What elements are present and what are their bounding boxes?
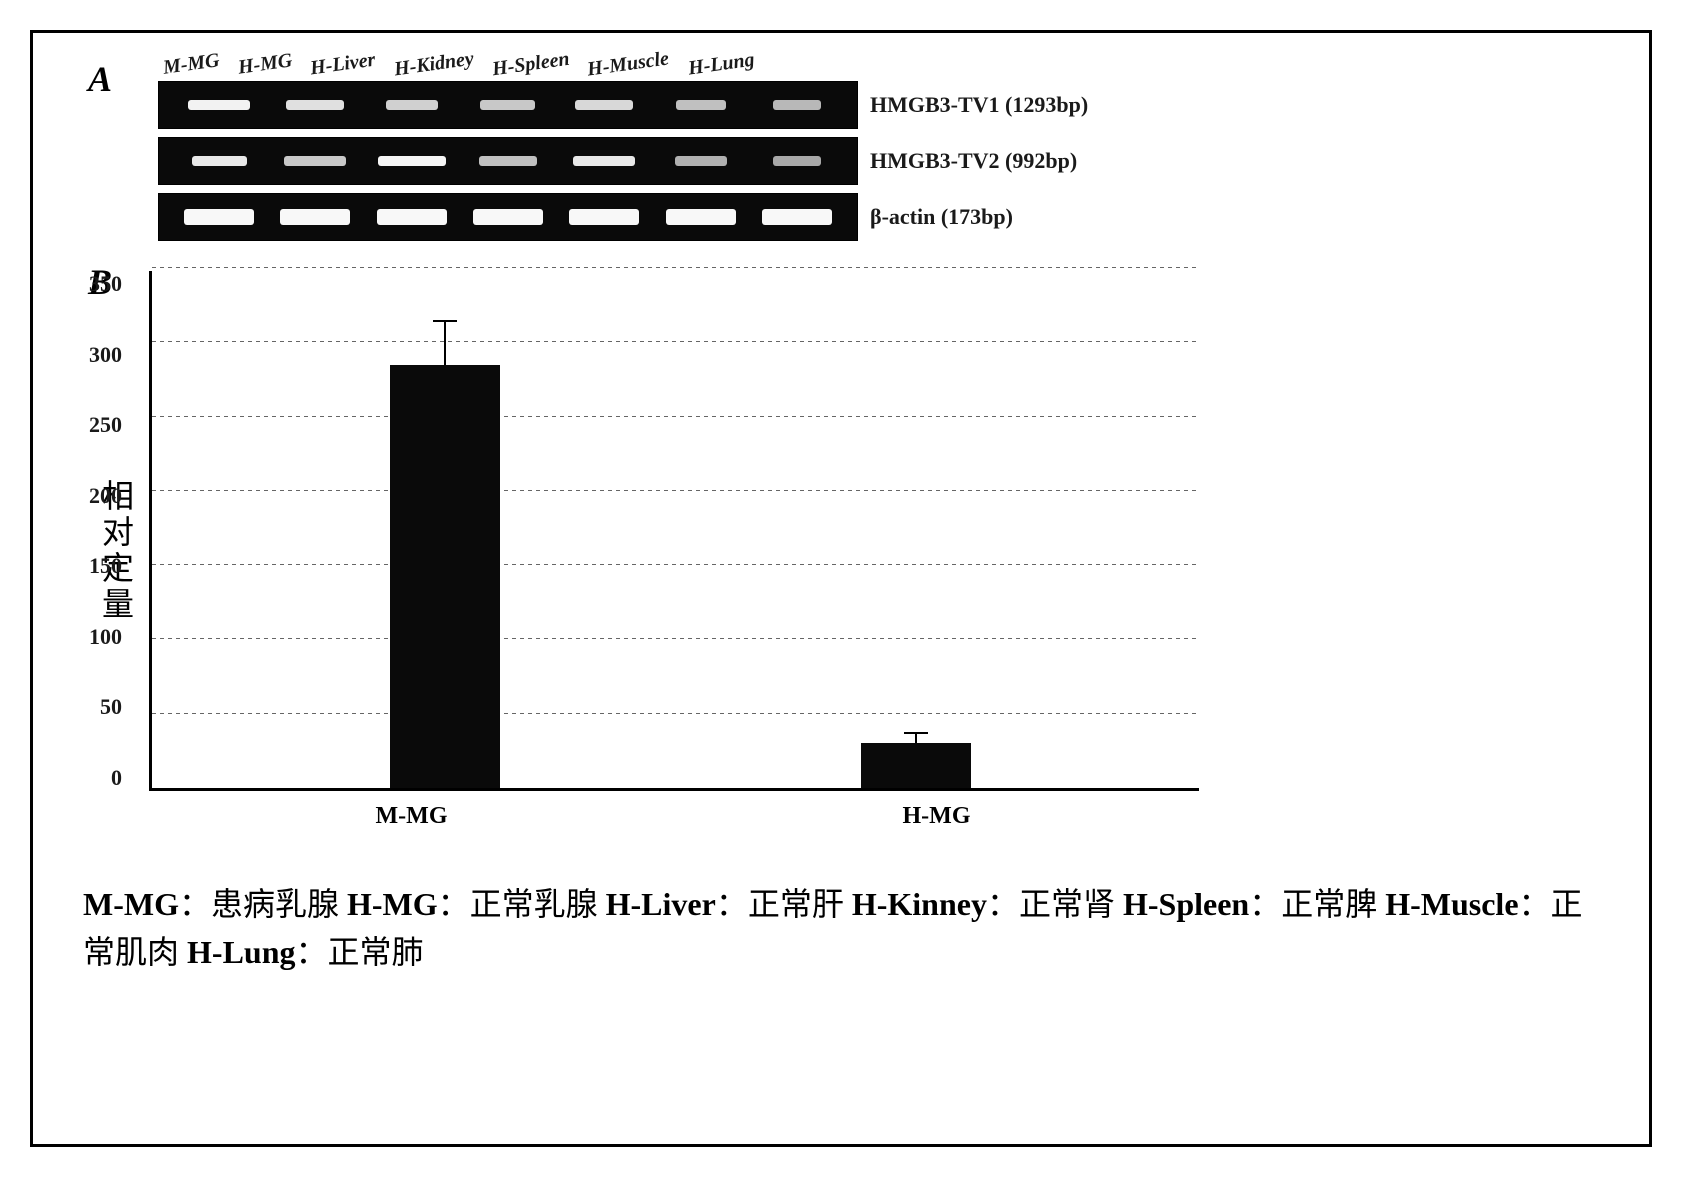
y-tick-label: 300 — [89, 342, 122, 368]
gridline — [152, 341, 1199, 342]
gel-row: β-actin (173bp) — [63, 193, 1619, 241]
gel-band — [575, 100, 633, 110]
gel-band — [675, 156, 727, 166]
band-slot — [556, 209, 652, 225]
y-tick-label: 100 — [89, 624, 122, 650]
gel-band — [480, 100, 535, 110]
chart-container: 相对定量 350300250200150100500 M-MGH-MG — [93, 271, 1619, 830]
error-cap — [904, 732, 928, 734]
gel-label: HMGB3-TV1 (1293bp) — [870, 92, 1088, 118]
gel-row: HMGB3-TV1 (1293bp) — [63, 81, 1619, 129]
gel-band — [192, 156, 247, 166]
figure-legend: M-MG：患病乳腺 H-MG：正常乳腺 H-Liver：正常肝 H-Kinney… — [63, 880, 1619, 976]
gel-band — [280, 209, 350, 225]
lane-label: M-MG — [162, 49, 221, 80]
gel-band — [386, 100, 438, 110]
y-tick-label: 200 — [89, 483, 122, 509]
band-slot — [171, 100, 267, 110]
band-slot — [267, 156, 363, 166]
gel-band — [773, 156, 821, 166]
band-slot — [267, 100, 363, 110]
panel-a-label: A — [88, 58, 112, 100]
error-cap — [433, 320, 457, 322]
gridline — [152, 416, 1199, 417]
band-slot — [556, 100, 652, 110]
panel-a: A M-MGH-MGH-LiverH-KidneyH-SpleenH-Muscl… — [63, 53, 1619, 241]
y-axis-labels: 350 300 250 200 150 100 50 0 — [89, 271, 122, 791]
chart-area: 350300250200150100500 M-MGH-MG — [149, 271, 1199, 830]
gel-label: HMGB3-TV2 (992bp) — [870, 148, 1077, 174]
gel-band — [569, 209, 639, 225]
gridline — [152, 267, 1199, 268]
lane-label: H-Liver — [309, 49, 377, 81]
gel-band — [773, 100, 821, 110]
band-slot — [652, 156, 748, 166]
gridline — [152, 638, 1199, 639]
gridline — [152, 564, 1199, 565]
bar — [861, 743, 971, 788]
band-slot — [652, 100, 748, 110]
panel-b: B 相对定量 350300250200150100500 M-MGH-MG — [63, 271, 1619, 830]
band-slot — [460, 156, 556, 166]
y-tick-label: 50 — [100, 694, 122, 720]
gel-band — [377, 209, 447, 225]
gel-row: HMGB3-TV2 (992bp) — [63, 137, 1619, 185]
gel-strip — [158, 137, 858, 185]
gel-band — [573, 156, 635, 166]
gel-band — [676, 100, 726, 110]
gridline — [152, 713, 1199, 714]
gel-band — [284, 156, 346, 166]
x-tick-label: M-MG — [149, 803, 674, 830]
gel-strip — [158, 81, 858, 129]
figure-frame: A M-MGH-MGH-LiverH-KidneyH-SpleenH-Muscl… — [30, 30, 1652, 1147]
band-slot — [556, 156, 652, 166]
band-slot — [267, 209, 363, 225]
band-slot — [460, 100, 556, 110]
band-slot — [364, 100, 460, 110]
bar — [390, 365, 500, 788]
gel-band — [188, 100, 250, 110]
band-slot — [364, 209, 460, 225]
band-slot — [171, 156, 267, 166]
gel-band — [473, 209, 543, 225]
y-tick-label: 150 — [89, 553, 122, 579]
lane-label: H-MG — [236, 49, 293, 79]
y-tick-label: 350 — [89, 271, 122, 297]
lane-label: H-Muscle — [586, 47, 671, 81]
band-slot — [171, 209, 267, 225]
band-slot — [749, 156, 845, 166]
band-slot — [364, 156, 460, 166]
band-slot — [652, 209, 748, 225]
y-tick-label: 250 — [89, 412, 122, 438]
band-slot — [749, 209, 845, 225]
gel-band — [378, 156, 446, 166]
lane-label: H-Lung — [686, 48, 755, 80]
gel-label: β-actin (173bp) — [870, 204, 1013, 230]
error-bar — [444, 320, 446, 365]
lane-labels: M-MGH-MGH-LiverH-KidneyH-SpleenH-MuscleH… — [163, 53, 1619, 76]
band-slot — [749, 100, 845, 110]
gel-band — [184, 209, 254, 225]
y-tick-label: 0 — [111, 765, 122, 791]
x-axis-labels: M-MGH-MG — [149, 803, 1199, 830]
gel-band — [666, 209, 736, 225]
gel-band — [479, 156, 537, 166]
gridline — [152, 490, 1199, 491]
gel-strip — [158, 193, 858, 241]
plot-area — [149, 271, 1199, 791]
x-tick-label: H-MG — [674, 803, 1199, 830]
gel-band — [286, 100, 344, 110]
lane-label: H-Kidney — [392, 48, 474, 82]
gel-band — [762, 209, 832, 225]
lane-label: H-Spleen — [490, 48, 570, 82]
band-slot — [460, 209, 556, 225]
